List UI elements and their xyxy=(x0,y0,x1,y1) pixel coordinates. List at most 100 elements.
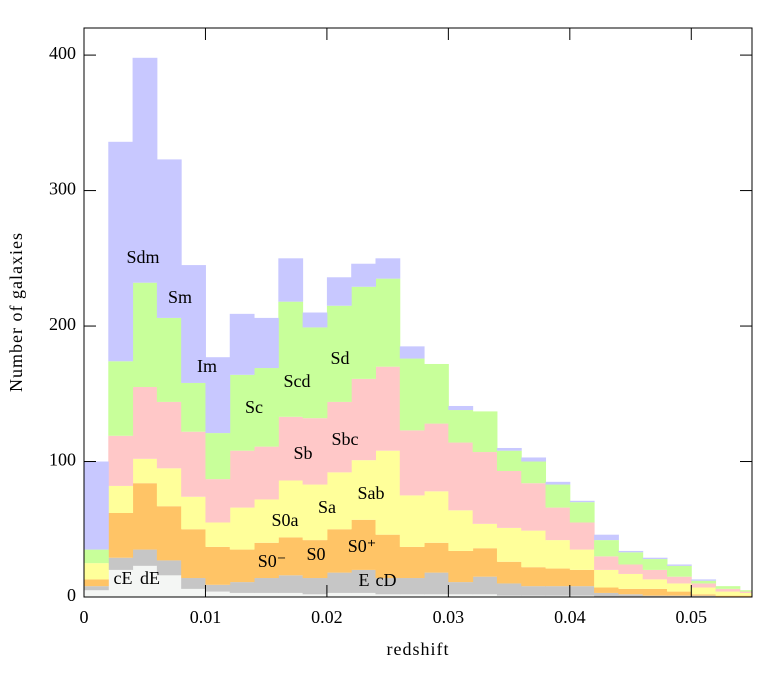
bar-segment xyxy=(691,595,717,597)
bar-segment xyxy=(691,587,717,595)
bar-segment xyxy=(278,480,304,538)
bar-segment xyxy=(351,569,376,593)
x-axis-label: redshift xyxy=(387,639,450,659)
bar-segment xyxy=(666,595,692,597)
bar-segment xyxy=(569,549,595,570)
bar-segment xyxy=(302,484,328,541)
region-label: Sb xyxy=(293,443,312,463)
bar-segment xyxy=(326,592,352,597)
x-tick-label: 0.03 xyxy=(433,607,465,627)
bar-segment xyxy=(594,534,619,541)
bar-segment xyxy=(521,567,547,587)
bar-segment xyxy=(181,529,206,579)
bar-segment xyxy=(375,578,401,595)
bar-segment xyxy=(618,588,644,595)
bar-segment xyxy=(666,583,692,592)
y-axis-label: Number of galaxies xyxy=(6,232,26,392)
bar-segment xyxy=(496,471,522,528)
bar-segment xyxy=(254,592,279,597)
bar-segment xyxy=(618,552,644,565)
y-tick-label: 300 xyxy=(49,179,76,199)
bar-segment xyxy=(691,580,717,584)
bar-segment xyxy=(351,519,376,570)
bar-segment xyxy=(254,317,279,369)
bar-segment xyxy=(84,579,109,587)
region-label: Sc xyxy=(245,397,263,417)
bar-segment xyxy=(254,499,279,543)
bar-segment xyxy=(84,590,109,597)
bar-segment xyxy=(326,277,352,306)
region-label: Sd xyxy=(330,348,349,368)
bar-segment xyxy=(229,582,255,593)
region-label: S0⁻ xyxy=(258,551,287,571)
bar-segment xyxy=(496,595,522,597)
bar-segment xyxy=(351,460,376,520)
x-tick-label: 0.05 xyxy=(676,607,708,627)
bar-segment xyxy=(156,506,182,561)
bar-segment xyxy=(739,595,752,597)
bar-segment xyxy=(108,435,134,486)
bar-segment xyxy=(278,301,304,417)
bar-segment xyxy=(302,312,328,328)
bar-segment xyxy=(618,564,644,574)
bar-segment xyxy=(375,258,401,279)
bar-segment xyxy=(594,587,619,593)
region-label: S0 xyxy=(306,544,325,564)
bar-segment xyxy=(642,559,668,570)
bar-segment xyxy=(375,534,401,579)
bar-segment xyxy=(618,573,644,589)
bar-segment xyxy=(205,479,231,523)
bar-segment xyxy=(132,282,158,388)
bar-segment xyxy=(181,265,206,383)
bar-segment xyxy=(569,502,595,523)
y-tick-label: 200 xyxy=(49,314,76,334)
bar-segment xyxy=(132,565,158,597)
bar-segment xyxy=(666,565,692,577)
bar-segment xyxy=(351,378,376,461)
bar-segment xyxy=(642,569,668,580)
bar-segment xyxy=(254,542,279,579)
bar-segment xyxy=(472,548,498,577)
bar-segment xyxy=(156,468,182,507)
bar-segment xyxy=(521,530,547,568)
bar-segment xyxy=(715,591,741,596)
region-label: cD xyxy=(376,570,397,590)
y-tick-label: 0 xyxy=(67,585,76,605)
bar-segment xyxy=(351,263,376,287)
bar-segment xyxy=(642,595,668,597)
bar-segment xyxy=(496,583,522,596)
bar-segment xyxy=(424,594,449,597)
bar-segment xyxy=(424,363,449,424)
bar-segment xyxy=(545,586,571,596)
x-tick-label: 0.04 xyxy=(554,607,586,627)
bar-segment xyxy=(156,317,182,402)
bar-segment xyxy=(205,433,231,480)
bar-segment xyxy=(278,416,304,481)
bar-segment xyxy=(594,569,619,588)
bar-segment xyxy=(521,461,547,484)
bar-segment xyxy=(399,430,425,496)
bar-segment xyxy=(181,496,206,530)
bar-segment xyxy=(739,590,752,592)
bar-segment xyxy=(84,586,109,591)
bar-segment xyxy=(666,591,692,596)
bar-segment xyxy=(569,586,595,596)
region-label: Sbc xyxy=(332,429,359,449)
bar-segment xyxy=(399,578,425,595)
bar-segment xyxy=(399,495,425,547)
bar-segment xyxy=(351,592,376,597)
bar-segment xyxy=(84,563,109,580)
bar-segment xyxy=(229,450,255,508)
bar-segment xyxy=(715,586,741,589)
bars xyxy=(84,57,752,597)
bar-segment xyxy=(448,550,474,583)
bar-segment xyxy=(108,557,134,570)
bar-segment xyxy=(496,450,522,472)
plot-frame xyxy=(83,27,753,598)
x-tick-label: 0.02 xyxy=(311,607,343,627)
bar-segment xyxy=(691,583,717,588)
region-label: E xyxy=(359,570,370,590)
bar-segment xyxy=(448,510,474,551)
bar-segment xyxy=(399,546,425,579)
